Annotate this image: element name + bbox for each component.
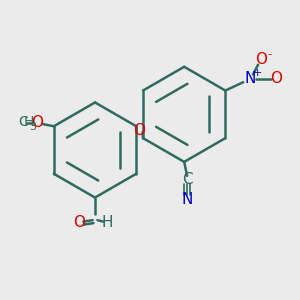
- Text: +: +: [253, 68, 262, 78]
- Text: O: O: [32, 115, 44, 130]
- Text: O: O: [255, 52, 267, 67]
- Text: C: C: [182, 172, 193, 187]
- Text: -: -: [267, 49, 272, 59]
- Text: O: O: [270, 71, 282, 86]
- Text: O: O: [134, 123, 146, 138]
- Text: H: H: [101, 215, 113, 230]
- Text: N: N: [245, 71, 256, 86]
- Text: O: O: [73, 215, 85, 230]
- Text: N: N: [182, 191, 193, 206]
- Text: H: H: [23, 115, 34, 129]
- Text: 3: 3: [29, 122, 36, 132]
- Text: C: C: [19, 115, 28, 129]
